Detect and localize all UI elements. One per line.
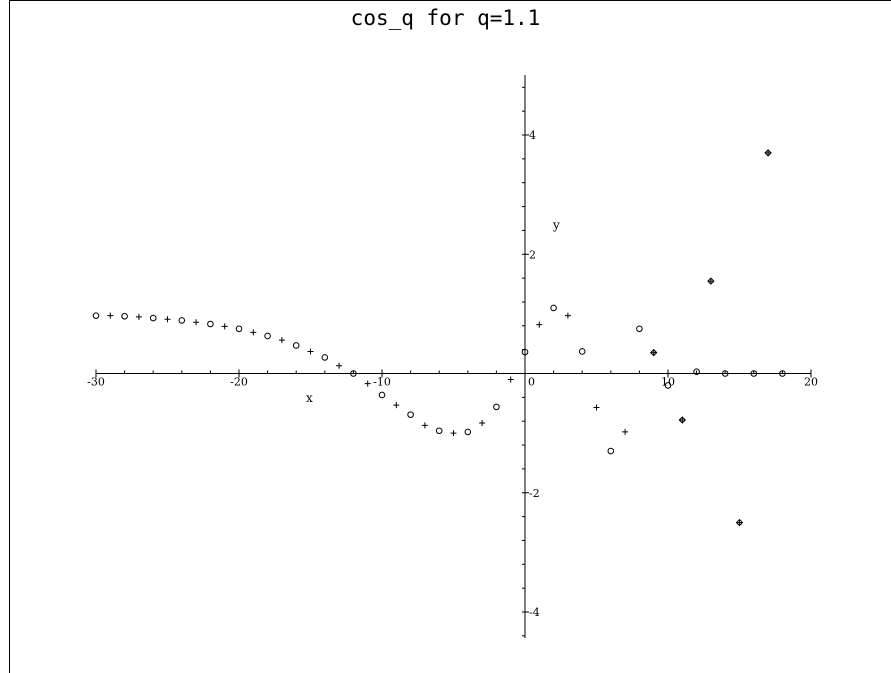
data-point-diamond <box>764 149 772 157</box>
data-point-circle <box>607 447 615 455</box>
data-point-circle <box>693 368 700 376</box>
data-point-plus <box>364 380 371 387</box>
data-point-plus <box>679 417 686 424</box>
data-point-circle <box>493 403 500 411</box>
data-point-circle <box>149 314 157 322</box>
x-tick-label: 20 <box>804 376 818 389</box>
data-point-circle <box>321 354 329 361</box>
data-point-circle <box>121 312 128 320</box>
data-point-plus <box>393 402 400 409</box>
data-point-circle <box>207 320 214 328</box>
data-point-circle <box>178 317 186 324</box>
x-tick-label: -30 <box>87 376 105 389</box>
data-point-circle <box>407 411 414 418</box>
data-point-plus <box>622 428 629 435</box>
data-point-circle <box>721 370 729 377</box>
y-tick-label: -4 <box>529 606 540 619</box>
data-point-plus <box>107 312 114 319</box>
x-tick-label: -10 <box>373 376 391 389</box>
data-point-circle <box>521 348 529 356</box>
x-axis-label: x <box>306 391 313 405</box>
data-point-plus <box>650 349 657 356</box>
y-tick-label: -2 <box>529 487 540 500</box>
data-point-plus <box>336 362 343 369</box>
data-point-circle <box>750 370 758 377</box>
data-point-circle <box>378 391 386 399</box>
data-point-circle <box>636 325 643 333</box>
data-point-diamond <box>707 277 715 285</box>
y-axis-label: y <box>552 218 560 232</box>
data-point-plus <box>421 422 428 429</box>
data-point-diamond <box>649 348 658 357</box>
data-point-plus <box>135 313 142 320</box>
data-point-plus <box>593 404 600 411</box>
data-point-circle <box>435 427 443 435</box>
data-point-plus <box>164 316 171 323</box>
data-point-plus <box>479 419 486 426</box>
data-point-plus <box>450 430 457 437</box>
data-point-circle <box>779 370 786 377</box>
y-tick-label: 2 <box>529 248 536 261</box>
data-point-circle <box>664 382 672 389</box>
plot-frame <box>9 0 891 673</box>
axes: -30 -20 -10 0 10 20 -4 -2 2 4 <box>87 75 818 638</box>
data-point-diamond <box>735 518 744 527</box>
data-point-plus <box>193 319 200 326</box>
data-point-plus <box>707 278 714 285</box>
y-tick-label: 4 <box>529 129 536 142</box>
data-point-circle <box>350 370 357 377</box>
data-point-plus <box>278 337 285 344</box>
data-point-plus <box>765 149 772 156</box>
data-point-plus <box>536 321 543 328</box>
data-point-circle <box>578 348 586 355</box>
data-point-circle <box>235 325 243 333</box>
data-point-plus <box>307 348 314 355</box>
chart-title: cos_q for q=1.1 <box>350 6 541 30</box>
data-point-plus <box>221 323 228 330</box>
data-point-circle <box>464 428 472 436</box>
data-point-circle <box>550 304 557 312</box>
chart-marks <box>92 149 786 527</box>
data-point-plus <box>250 329 257 336</box>
x-tick-label: 0 <box>528 376 535 389</box>
data-point-plus <box>564 312 571 319</box>
data-point-circle <box>264 332 271 340</box>
data-point-plus <box>507 376 514 383</box>
data-point-circle <box>292 342 300 349</box>
data-point-circle <box>92 312 100 319</box>
x-tick-label: -20 <box>230 376 248 389</box>
data-point-diamond <box>678 416 687 424</box>
data-point-plus <box>736 519 743 526</box>
x-tick-label: 10 <box>661 376 675 389</box>
